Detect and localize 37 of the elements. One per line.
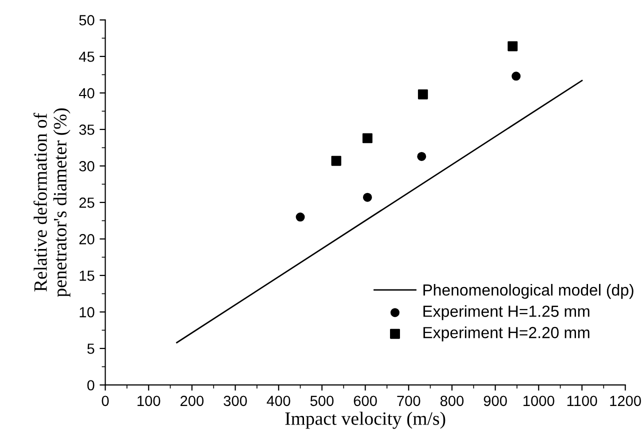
- point: [417, 152, 426, 161]
- x-tick-label: 700: [397, 396, 420, 406]
- x-tick-label: 300: [224, 396, 247, 406]
- y-tick-label: 30: [79, 161, 94, 172]
- x-tick-label: 1200: [610, 396, 641, 406]
- x-tick-label: 100: [138, 396, 160, 406]
- x-tick-label: 900: [484, 396, 507, 406]
- legend-label: Experiment H=2.20 mm: [423, 326, 590, 342]
- point: [418, 89, 428, 100]
- legend-label: Experiment H=1.25 mm: [423, 305, 590, 320]
- y-tick-label: 15: [80, 270, 94, 281]
- x-tick-label: 1000: [524, 396, 554, 406]
- y-tick-label: 50: [79, 15, 94, 26]
- legend-label: Phenomenological model (dp): [423, 284, 634, 299]
- point: [362, 192, 372, 202]
- y-tick-label: 25: [79, 198, 94, 208]
- y-tick-label: 40: [78, 88, 94, 98]
- x-tick-label: 1100: [567, 396, 598, 406]
- x-tick-label: 500: [310, 396, 334, 406]
- y-axis-title: Relative deformation of penetrator's diameter (%): [34, 108, 70, 298]
- y-tick-label: 35: [79, 124, 94, 135]
- x-tick-label: 0: [102, 396, 109, 406]
- x-tick-label: 400: [266, 396, 290, 406]
- x-tick-label: 200: [180, 396, 204, 406]
- x-tick-label: 800: [440, 396, 464, 406]
- x-axis-title: Impact velocity (m/s): [285, 412, 446, 429]
- x-tick-label: 600: [354, 396, 377, 406]
- y-tick-label: 20: [79, 234, 94, 244]
- point: [508, 41, 518, 52]
- point: [331, 156, 342, 166]
- point: [296, 212, 305, 222]
- y-tick-label: 10: [80, 307, 94, 318]
- y-tick-label: 0: [87, 380, 94, 390]
- point: [512, 72, 521, 81]
- y-tick-label: 5: [87, 344, 94, 354]
- y-tick-label: 45: [78, 52, 94, 62]
- point: [362, 133, 372, 144]
